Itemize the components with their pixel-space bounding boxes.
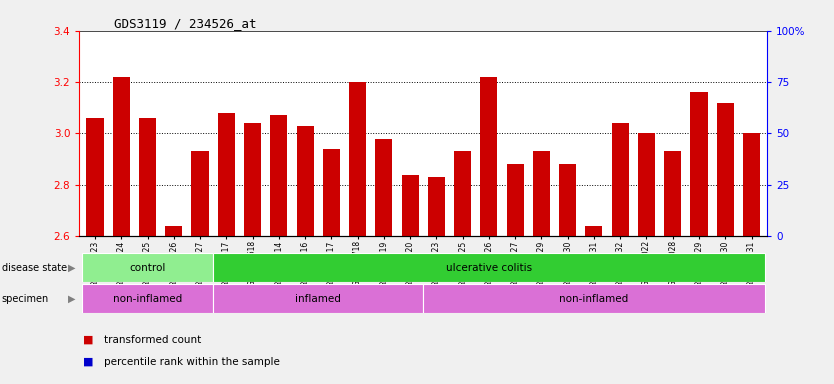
Bar xyxy=(375,139,393,236)
Bar xyxy=(454,151,471,236)
Text: non-inflamed: non-inflamed xyxy=(560,293,629,304)
Bar xyxy=(297,126,314,236)
Bar xyxy=(244,123,261,236)
Bar xyxy=(87,118,103,236)
Bar xyxy=(192,151,208,236)
Text: ▶: ▶ xyxy=(68,294,76,304)
Text: inflamed: inflamed xyxy=(295,293,341,304)
Bar xyxy=(559,164,576,236)
Bar xyxy=(611,123,629,236)
Text: GDS3119 / 234526_at: GDS3119 / 234526_at xyxy=(113,17,256,30)
Text: control: control xyxy=(129,263,166,273)
Bar xyxy=(214,284,423,313)
Bar xyxy=(585,226,602,236)
Bar xyxy=(82,284,214,313)
Bar xyxy=(480,77,497,236)
Text: disease state: disease state xyxy=(2,263,67,273)
Bar xyxy=(139,118,156,236)
Bar xyxy=(323,149,340,236)
Text: ulcerative colitis: ulcerative colitis xyxy=(446,263,532,273)
Bar xyxy=(533,151,550,236)
Bar xyxy=(664,151,681,236)
Bar xyxy=(638,134,655,236)
Text: non-inflamed: non-inflamed xyxy=(113,293,182,304)
Bar xyxy=(743,134,760,236)
Text: specimen: specimen xyxy=(2,294,49,304)
Bar xyxy=(402,175,419,236)
Bar xyxy=(428,177,445,236)
Bar xyxy=(691,93,707,236)
Text: ▶: ▶ xyxy=(68,263,76,273)
Text: percentile rank within the sample: percentile rank within the sample xyxy=(104,357,280,367)
Bar xyxy=(113,77,130,236)
Bar xyxy=(218,113,235,236)
Bar xyxy=(716,103,734,236)
Bar xyxy=(270,116,288,236)
Bar xyxy=(423,284,765,313)
Bar xyxy=(349,82,366,236)
Text: ■: ■ xyxy=(83,335,94,345)
Text: transformed count: transformed count xyxy=(104,335,202,345)
Bar xyxy=(506,164,524,236)
Bar xyxy=(214,253,765,282)
Bar xyxy=(165,226,183,236)
Text: ■: ■ xyxy=(83,357,94,367)
Bar xyxy=(82,253,214,282)
